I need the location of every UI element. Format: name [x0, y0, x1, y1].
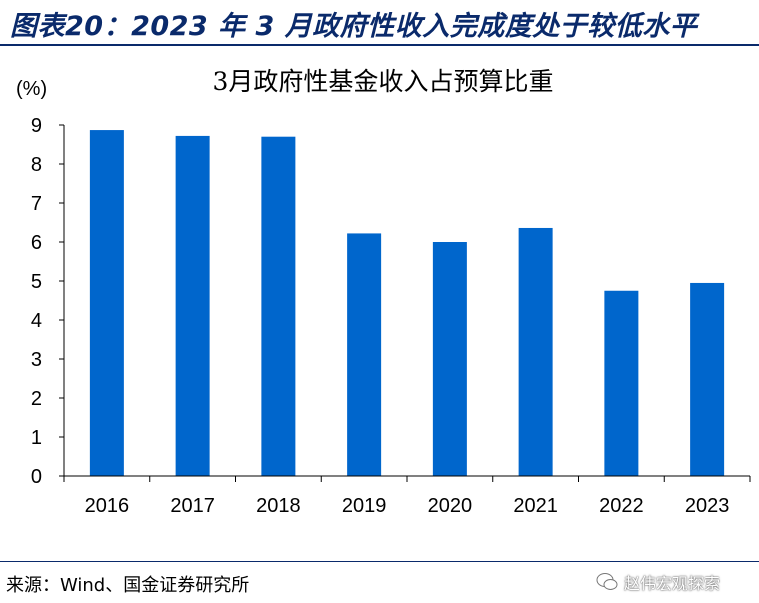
header-divider	[0, 44, 759, 46]
bar-2018	[261, 136, 296, 476]
figure-header: 图表20：2023 年 3 月政府性收入完成度处于较低水平	[0, 0, 759, 44]
x-tick-label-2022: 2022	[599, 495, 644, 517]
bar-2022	[604, 290, 639, 476]
y-axis-unit-label: (%)	[16, 78, 47, 100]
y-tick-label-1: 1	[31, 427, 42, 449]
x-tick-label-2020: 2020	[428, 495, 473, 517]
y-tick-label-8: 8	[31, 154, 42, 176]
x-tick-label-2016: 2016	[85, 495, 130, 517]
y-tick-label-0: 0	[31, 466, 42, 488]
bar-chart: 3月政府性基金收入占预算比重 (%) 0 1 2 3 4 5 6 7 8 9 2016 2017 201…	[16, 67, 751, 517]
footer-divider	[0, 561, 759, 562]
y-tick-label-9: 9	[31, 115, 42, 137]
x-tick-label-2023: 2023	[685, 495, 730, 517]
bar-2021	[518, 227, 553, 476]
y-tick-label-3: 3	[31, 349, 42, 371]
bar-2016	[89, 130, 124, 476]
watermark-text: 赵伟宏观探索	[624, 574, 721, 593]
x-tick-label-2019: 2019	[342, 495, 387, 517]
y-tick-label-2: 2	[31, 388, 42, 410]
chart-title: 3月政府性基金收入占预算比重	[213, 67, 554, 96]
source-note: 来源：Wind、国金证券研究所	[6, 575, 250, 596]
figure-title: 图表20：2023 年 3 月政府性收入完成度处于较低水平	[10, 11, 698, 42]
wechat-icon	[596, 572, 618, 592]
watermark: 赵伟宏观探索	[596, 567, 720, 597]
x-tick-label-2017: 2017	[170, 495, 215, 517]
y-tick-label-7: 7	[31, 193, 42, 215]
axes-group: 0 1 2 3 4 5 6 7 8 9 2016 2017 2018 2019 2020 2021 2022 20…	[31, 115, 751, 517]
x-tick-label-2018: 2018	[256, 495, 301, 517]
x-tick-label-2021: 2021	[513, 495, 558, 517]
bar-2017	[175, 135, 210, 477]
y-tick-label-4: 4	[31, 310, 42, 332]
bars-group	[89, 130, 725, 477]
bar-2019	[347, 233, 382, 476]
y-tick-label-6: 6	[31, 232, 42, 254]
bar-2023	[690, 282, 725, 476]
bar-2020	[432, 242, 467, 476]
y-tick-label-5: 5	[31, 271, 42, 293]
